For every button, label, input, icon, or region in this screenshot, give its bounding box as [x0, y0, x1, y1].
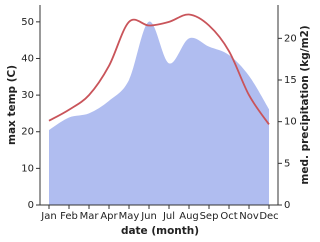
x-tick-label: Dec — [259, 211, 278, 222]
y2-tick-label: 20 — [284, 33, 297, 44]
y2-tick-label: 5 — [284, 158, 290, 169]
y-tick-label: 20 — [21, 127, 34, 138]
y-tick-label: 50 — [21, 17, 34, 28]
y-tick-label: 40 — [21, 53, 34, 64]
x-axis-label: date (month) — [121, 225, 199, 237]
x-tick-label: May — [119, 211, 140, 222]
y2-tick-label: 10 — [284, 117, 297, 128]
precipitation-area — [49, 21, 269, 205]
x-tick-label: Jan — [40, 211, 56, 222]
y2-tick-label: 0 — [284, 200, 290, 211]
y-axis-label: max temp (C) — [6, 65, 18, 145]
x-tick-label: Sep — [200, 211, 219, 222]
y-tick-label: 10 — [21, 163, 34, 174]
x-tick-label: Oct — [220, 211, 237, 222]
x-tick-label: Jul — [162, 211, 175, 222]
y-tick-label: 0 — [28, 200, 34, 211]
x-tick-label: Feb — [60, 211, 78, 222]
x-tick-label: Nov — [239, 211, 259, 222]
y-tick-label: 30 — [21, 90, 34, 101]
x-tick-label: Jun — [140, 211, 157, 222]
x-tick-label: Aug — [179, 211, 199, 222]
y2-tick-label: 15 — [284, 75, 297, 86]
x-tick-label: Mar — [80, 211, 100, 222]
temp-line — [48, 13, 270, 125]
y2-axis-label: med. precipitation (kg/m2) — [299, 25, 311, 184]
x-tick-label: Apr — [100, 211, 118, 222]
